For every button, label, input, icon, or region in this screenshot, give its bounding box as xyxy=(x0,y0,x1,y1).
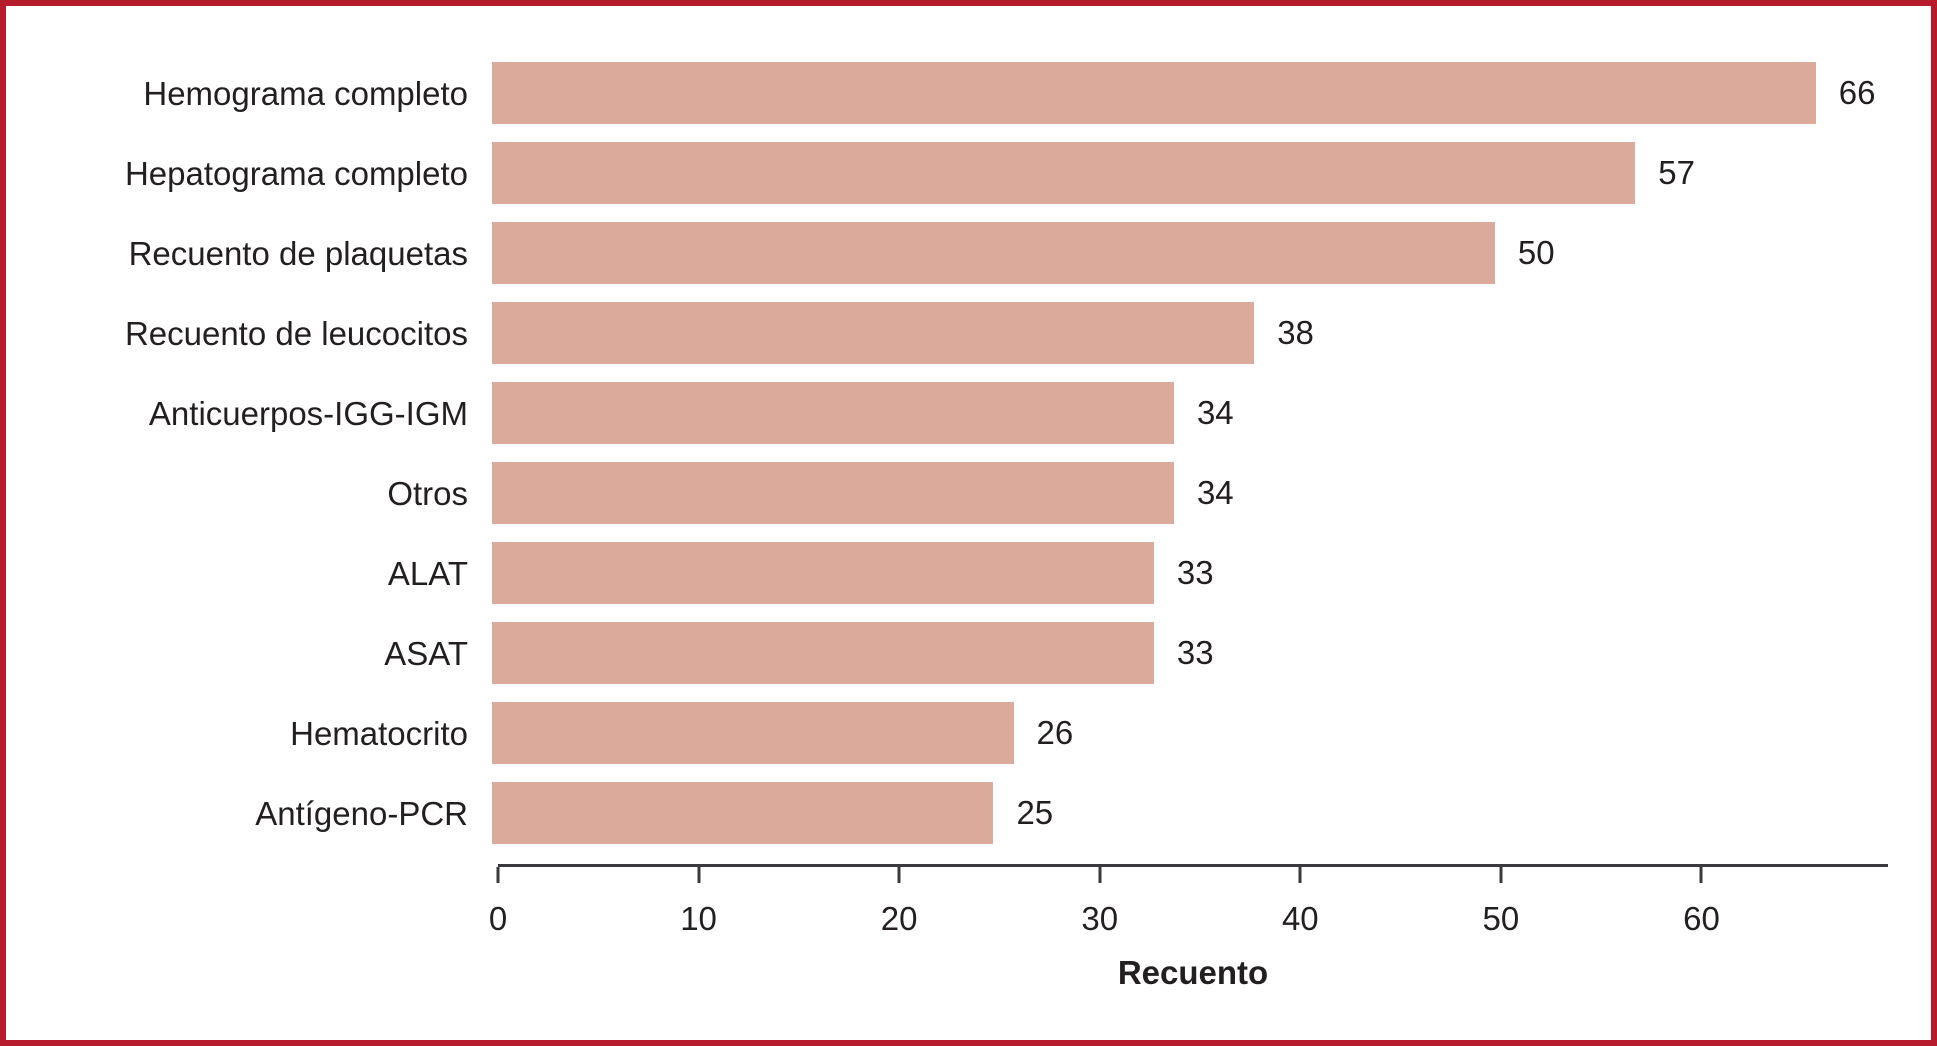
bar xyxy=(492,462,1174,524)
axis-tick xyxy=(897,867,901,883)
value-label: 34 xyxy=(1196,394,1234,431)
axis-tick xyxy=(1699,867,1703,883)
axis-tick xyxy=(1298,867,1302,883)
value-label: 33 xyxy=(1176,634,1214,671)
category-label: Hemograma completo xyxy=(143,74,468,112)
category-label: Recuento de leucocitos xyxy=(124,314,468,352)
axis-tick xyxy=(1499,867,1503,883)
x-axis-line xyxy=(498,864,1888,867)
bar-track: 34 xyxy=(492,462,1882,524)
tick-label: 60 xyxy=(1683,900,1720,937)
bar-track: 25 xyxy=(492,782,1882,844)
value-label: 34 xyxy=(1196,474,1234,511)
bar-track: 26 xyxy=(492,702,1882,764)
category-label: Hepatograma completo xyxy=(124,154,468,192)
x-axis: Recuento 0 10 20 30 40 50 60 xyxy=(489,864,1888,1024)
bar xyxy=(492,702,1014,764)
tick-label: 10 xyxy=(680,900,717,937)
bar-row: Hematocrito 26 xyxy=(6,693,1931,773)
category-label: Antígeno-PCR xyxy=(255,794,468,832)
bar-row: Anticuerpos-IGG-IGM 34 xyxy=(6,373,1931,453)
bar-row: Recuento de plaquetas 50 xyxy=(6,213,1931,293)
axis-tick xyxy=(1098,867,1102,883)
bar xyxy=(492,782,994,844)
bar-track: 57 xyxy=(492,142,1882,204)
bar xyxy=(492,62,1816,124)
tick-label: 20 xyxy=(880,900,918,937)
category-label: ALAT xyxy=(387,554,468,592)
bar-row: Antígeno-PCR 25 xyxy=(6,773,1931,853)
axis-tick xyxy=(697,867,701,883)
bar-row: Otros 34 xyxy=(6,453,1931,533)
bar-track: 66 xyxy=(492,62,1882,124)
bar xyxy=(492,222,1495,284)
bar-row: ALAT 33 xyxy=(6,533,1931,613)
bar xyxy=(492,302,1255,364)
bar-row: Recuento de leucocitos 38 xyxy=(6,293,1931,373)
bar-row: Hemograma completo 66 xyxy=(6,53,1931,133)
tick-label: 0 xyxy=(488,900,508,937)
value-label: 57 xyxy=(1658,154,1695,191)
bar-track: 34 xyxy=(492,382,1882,444)
category-label: Otros xyxy=(387,474,468,512)
bar-row: Hepatograma completo 57 xyxy=(6,133,1931,213)
value-label: 38 xyxy=(1277,314,1314,351)
category-label: Anticuerpos-IGG-IGM xyxy=(148,394,468,432)
axis-tick xyxy=(496,867,500,883)
bar-track: 50 xyxy=(492,222,1882,284)
value-label: 26 xyxy=(1036,714,1074,751)
bar xyxy=(492,622,1154,684)
bar-rows: Hemograma completo 66 Hepatograma completo… xyxy=(6,53,1931,853)
bar-track: 33 xyxy=(492,542,1882,604)
tick-label: 30 xyxy=(1081,900,1119,937)
x-axis-title: Recuento xyxy=(1117,954,1269,991)
bar xyxy=(492,542,1154,604)
category-label: ASAT xyxy=(384,634,468,672)
value-label: 33 xyxy=(1176,554,1214,591)
bar-track: 33 xyxy=(492,622,1882,684)
bar xyxy=(492,142,1636,204)
bar-row: ASAT 33 xyxy=(6,613,1931,693)
value-label: 25 xyxy=(1016,794,1054,831)
category-label: Recuento de plaquetas xyxy=(128,234,468,272)
value-label: 66 xyxy=(1838,74,1876,111)
value-label: 50 xyxy=(1517,234,1555,271)
bar-track: 38 xyxy=(492,302,1882,364)
tick-label: 50 xyxy=(1482,900,1520,937)
bar xyxy=(492,382,1174,444)
category-label: Hematocrito xyxy=(290,714,468,752)
tick-label: 40 xyxy=(1281,900,1319,937)
